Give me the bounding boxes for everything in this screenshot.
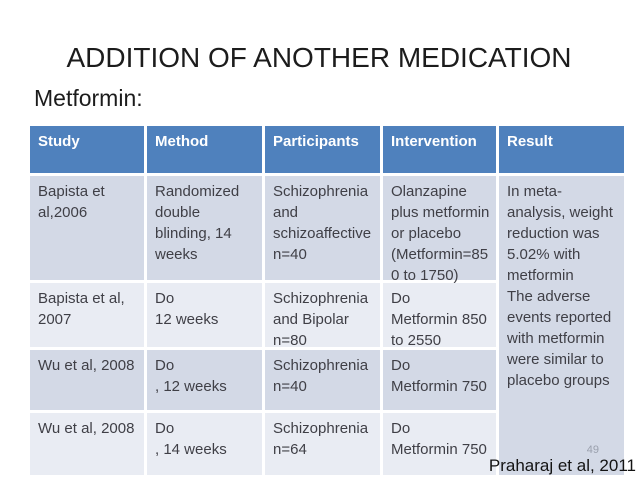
cell-r3-intervention: Do Metformin 750 (383, 350, 496, 410)
cell-r2-intervention: Do Metformin 850 to 2550 (383, 283, 496, 349)
slide-number: 49 (586, 444, 599, 456)
slide-title: ADDITION OF ANOTHER MEDICATION (66, 42, 572, 73)
cell-r2-participants: Schizophrenia and Bipolar n=80 (265, 283, 380, 349)
cell-r4-study: Wu et al, 2008 (30, 413, 144, 475)
cell-r1-intervention: Olanzapine plus metformin or placebo (Me… (383, 176, 496, 284)
cell-r3-participants: Schizophrenia n=40 (265, 350, 380, 410)
cell-r4-participants: Schizophrenia n=64 (265, 413, 380, 475)
cell-r3-study: Wu et al, 2008 (30, 350, 144, 410)
cell-r4-method: Do , 14 weeks (147, 413, 262, 475)
cell-r1-method: Randomized double blinding, 14 weeks (147, 176, 262, 280)
cell-r2-method: Do 12 weeks (147, 283, 262, 347)
column-header-participants: Participants (265, 126, 380, 173)
cell-r3-method: Do , 12 weeks (147, 350, 262, 410)
slide-subtitle: Metformin: (34, 85, 143, 111)
citation: Praharaj et al, 2011 (488, 456, 636, 475)
column-header-intervention: Intervention (383, 126, 496, 173)
cell-r1-study: Bapista et al,2006 (30, 176, 144, 280)
studies-table: Study Method Participants Intervention R… (30, 126, 624, 475)
column-header-result: Result (499, 126, 624, 173)
column-header-method: Method (147, 126, 262, 173)
column-header-study: Study (30, 126, 144, 173)
cell-r4-intervention: Do Metformin 750 (383, 413, 496, 475)
cell-r1-participants: Schizophrenia and schizoaffective n=40 (265, 176, 380, 280)
cell-result-merged: In meta-analysis, weight reduction was 5… (499, 176, 624, 475)
cell-r2-study: Bapista et al, 2007 (30, 283, 144, 347)
